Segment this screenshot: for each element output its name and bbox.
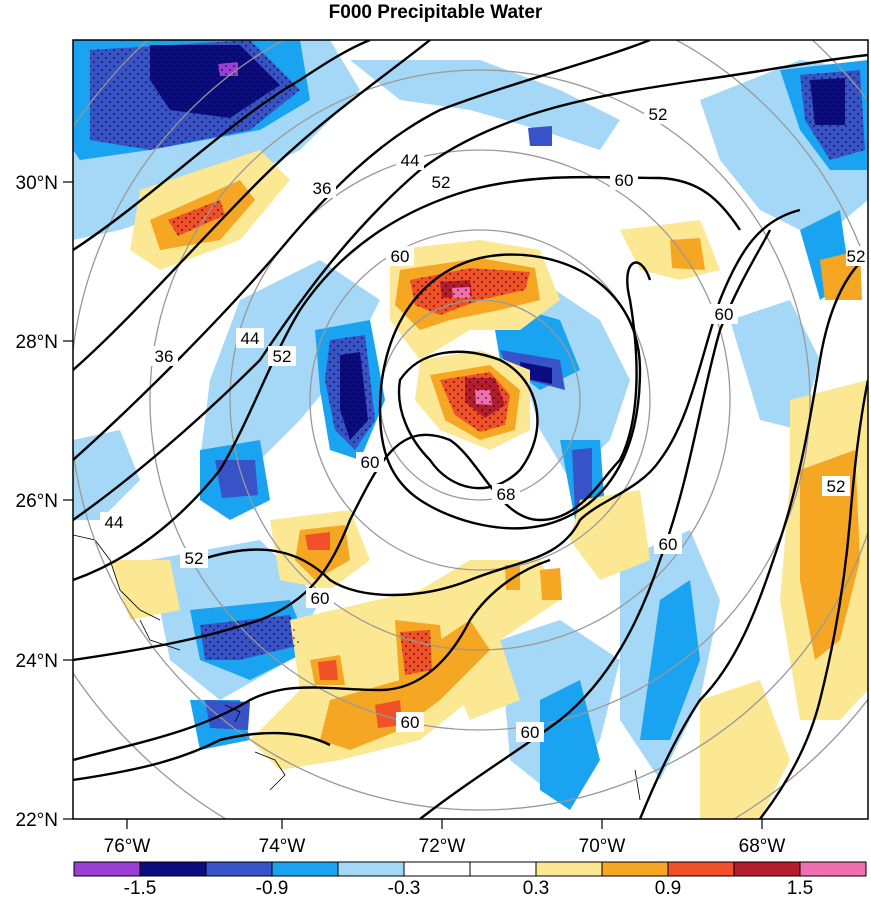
contour-label: 52 (847, 247, 866, 266)
colorbar-label: -0.3 (388, 878, 421, 899)
contour-label: 52 (185, 549, 204, 568)
colorbar-swatch (139, 861, 207, 877)
colorbar-label: 0.3 (523, 878, 549, 899)
contour-label: 44 (241, 329, 260, 348)
contour-label: 44 (401, 151, 420, 170)
colorbar-swatch (337, 861, 405, 877)
colorbar-swatch (667, 861, 735, 877)
colorbar-swatch (535, 861, 603, 877)
colorbar-labels: -1.5 -0.9 -0.3 0.3 0.9 1.5 (124, 878, 814, 899)
colorbar-swatch (73, 861, 141, 877)
contour-label: 60 (311, 589, 330, 608)
lat-label: 30°N (16, 173, 58, 194)
latitude-axis: 30°N 28°N 26°N 24°N 22°N (16, 173, 73, 831)
contour-label: 60 (521, 723, 540, 742)
page-title: F000 Precipitable Water (328, 2, 543, 23)
contour-label: 52 (432, 173, 451, 192)
plot-frame (72, 39, 869, 820)
pw-contours (73, 40, 868, 819)
contour-label: 60 (615, 171, 634, 190)
lat-label: 28°N (16, 332, 58, 353)
lon-label: 72°W (419, 836, 466, 857)
colorbar-swatch (403, 861, 471, 877)
contour-label: 68 (497, 485, 516, 504)
lon-label: 68°W (739, 836, 786, 857)
contour-label: 44 (105, 513, 124, 532)
contour-label: 52 (273, 347, 292, 366)
lat-label: 26°N (16, 491, 58, 512)
contour-labels: 36 44 52 60 68 36 44 52 60 60 60 60 60 (100, 104, 868, 742)
contour-label: 60 (361, 453, 380, 472)
colorbar-swatch (733, 861, 801, 877)
contour-label: 60 (401, 713, 420, 732)
contour-label: 60 (715, 305, 734, 324)
contour-label: 60 (659, 535, 678, 554)
contour-label: 60 (391, 247, 410, 266)
colorbar-label: 0.9 (655, 878, 681, 899)
colorbar-swatch (271, 861, 339, 877)
lon-label: 76°W (104, 836, 151, 857)
colorbar-swatch (601, 861, 669, 877)
lat-label: 24°N (16, 651, 58, 672)
colorbar-label: 1.5 (787, 878, 813, 899)
lon-label: 74°W (259, 836, 306, 857)
lon-label: 70°W (579, 836, 626, 857)
contour-label: 36 (313, 179, 332, 198)
coastline (73, 534, 641, 801)
colorbar-label: -1.5 (124, 878, 157, 899)
contour-label: 52 (827, 477, 846, 496)
colorbar-swatch (469, 861, 537, 877)
colorbar-swatch (799, 861, 867, 877)
contour-label: 52 (649, 105, 668, 124)
colorbar (73, 861, 867, 877)
lat-label: 22°N (16, 810, 58, 831)
colorbar-swatch (205, 861, 273, 877)
significance-stippling (90, 40, 865, 675)
contour-label: 36 (155, 347, 174, 366)
longitude-axis: 76°W 74°W 72°W 70°W 68°W (104, 819, 786, 857)
colorbar-label: -0.9 (256, 878, 289, 899)
